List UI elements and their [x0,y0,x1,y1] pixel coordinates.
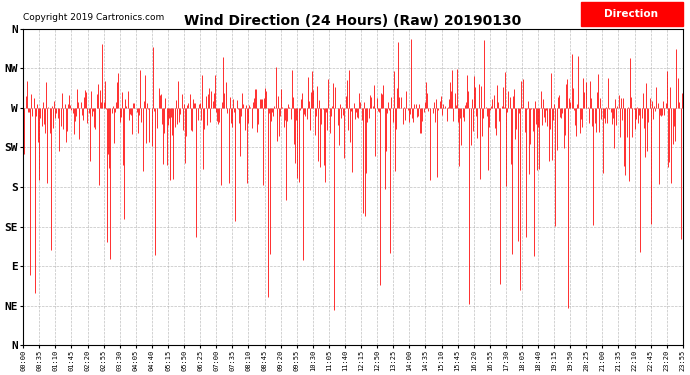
Title: Wind Direction (24 Hours) (Raw) 20190130: Wind Direction (24 Hours) (Raw) 20190130 [184,13,522,27]
FancyBboxPatch shape [580,2,683,26]
Text: Copyright 2019 Cartronics.com: Copyright 2019 Cartronics.com [23,13,164,22]
Text: Direction: Direction [604,9,658,19]
